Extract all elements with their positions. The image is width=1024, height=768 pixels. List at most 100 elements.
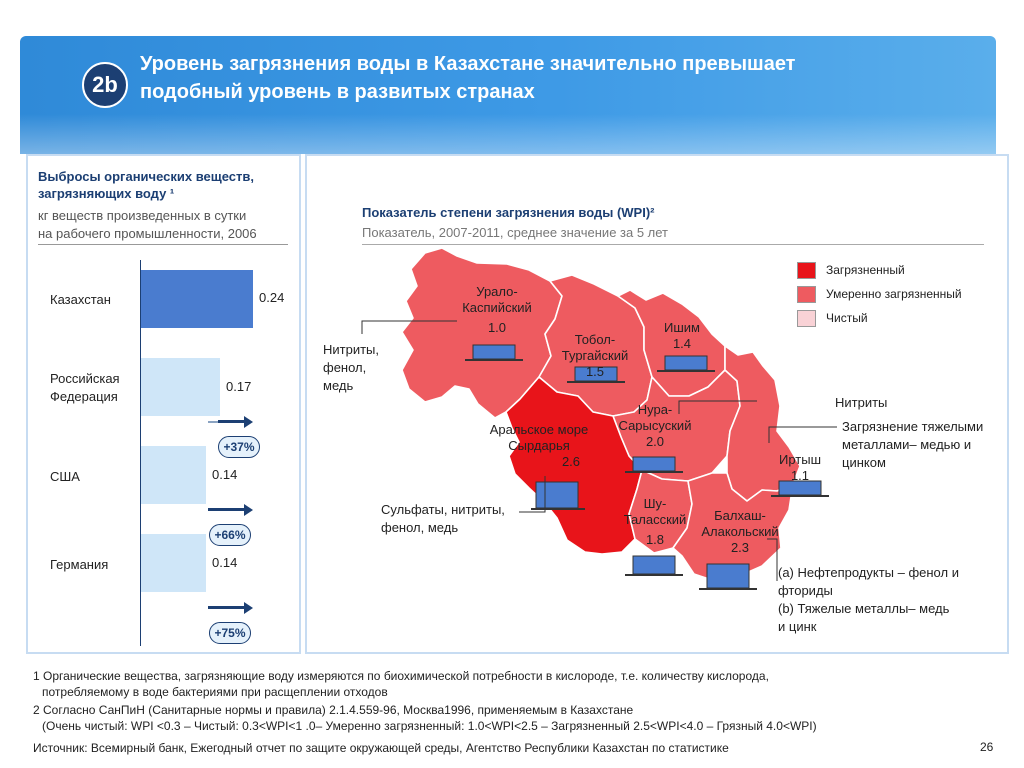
difference-arrow-germany: [208, 602, 253, 614]
note-ural-l2: фенол,: [323, 360, 367, 375]
region-name-ural-l1: Урало-: [476, 284, 518, 299]
note-irtysh-l2: металлами– медью и: [842, 437, 972, 452]
difference-shaft: [208, 508, 244, 511]
value-label-usa: 0.14: [212, 467, 238, 482]
emissions-title-line2: загрязняющих воду ¹: [38, 186, 175, 201]
slide-title: Уровень загрязнения воды в Казахстане зн…: [140, 50, 980, 106]
region-wpi-ural: 1.0: [487, 320, 507, 335]
station-marker-ishim: [664, 355, 708, 371]
note-aral: Сульфаты, нитриты, фенол, медь: [381, 501, 505, 537]
emissions-subtitle-line2: на рабочего промышленности, 2006: [38, 226, 257, 241]
callout-line-irtysh: [768, 426, 837, 443]
note-balkhash-l4: и цинк: [778, 619, 817, 634]
kazakhstan-map: [361, 247, 837, 590]
region-name-aral-l2: Сырдарья: [508, 438, 570, 453]
region-name-ural-l2: Каспийский: [462, 300, 532, 315]
wpi-title: Показатель степени загрязнения воды (WPI…: [362, 205, 655, 220]
bar-axis-line: [140, 260, 141, 646]
region-label-nura-sarysu: Нура- Сарысуский 2.0: [605, 402, 705, 450]
note-ural-l1: Нитриты,: [323, 342, 380, 357]
country-germany-text: Германия: [50, 557, 109, 572]
slide-title-line2: подобный уровень в развитых странах: [140, 81, 535, 103]
note-ural-l3: медь: [323, 378, 354, 393]
bar-usa: [141, 446, 206, 504]
country-kazakhstan-text: Казахстан: [50, 292, 111, 307]
region-name-nura-l1: Нура-: [637, 402, 673, 417]
note-balkhash-l2: фториды: [778, 583, 833, 598]
difference-shaft: [208, 606, 244, 609]
station-marker-shu: [632, 555, 676, 575]
region-label-shu-talas: Шу- Таласский 1.8: [612, 496, 698, 548]
page-number: 26: [980, 740, 994, 754]
region-name-shu-l1: Шу-: [643, 496, 667, 511]
note-ishim-l1: Нитриты: [835, 395, 888, 410]
station-marker-balkhash: [706, 563, 750, 589]
bar-russia: [141, 358, 220, 416]
country-label-usa: США: [50, 468, 80, 486]
legend-label-polluted: Загрязненный: [826, 263, 905, 277]
emissions-subtitle-line1: кг веществ произведенных в сутки: [38, 208, 247, 223]
region-name-tobol-l2: Тургайский: [561, 348, 629, 363]
wpi-subtitle: Показатель, 2007-2011, среднее значение …: [362, 225, 669, 240]
region-name-ishim: Ишим: [664, 320, 700, 335]
country-label-russia: Российская Федерация: [50, 370, 140, 406]
region-name-nura-l2: Сарысуский: [618, 418, 692, 433]
legend-label-moderate: Умеренно загрязненный: [826, 287, 962, 301]
region-label-ural-caspian: Урало- Каспийский 1.0: [447, 284, 547, 336]
legend-swatch-clean: [797, 310, 816, 327]
wpi-map-panel: Показатель степени загрязнения воды (WPI…: [305, 154, 1009, 654]
region-label-aral-syrdarya: Аральское море Сырдарья 2.6: [475, 422, 603, 470]
legend-label-clean: Чистый: [826, 311, 868, 325]
callout-line-ishim: [678, 400, 757, 414]
emissions-panel: Выбросы органических веществ, загрязняющ…: [26, 154, 301, 654]
region-name-balkhash-l1: Балхаш-: [714, 508, 766, 523]
note-balkhash-l1: (a) Нефтепродукты – фенол и: [778, 565, 959, 580]
slide-title-line1: Уровень загрязнения воды в Казахстане зн…: [140, 53, 796, 75]
region-name-irtysh: Иртыш: [778, 452, 821, 467]
station-marker-aral: [535, 481, 579, 509]
region-label-tobol-turgay: Тобол- Тургайский 1.5: [545, 332, 645, 380]
bar-germany: [141, 534, 206, 592]
note-irtysh-l3: цинком: [842, 455, 886, 470]
region-name-balkhash-l2: Алакольский: [701, 524, 779, 539]
note-balkhash-l3: (b) Тяжелые металлы– медь: [778, 601, 950, 616]
arrow-right-icon: [244, 504, 253, 516]
difference-shaft: [218, 420, 244, 423]
region-name-aral-l1: Аральское море: [489, 422, 589, 437]
difference-dash: [208, 421, 218, 423]
region-wpi-balkhash: 2.3: [730, 540, 750, 555]
region-wpi-tobol: 1.5: [585, 364, 605, 379]
callout-line-aral: [519, 476, 546, 513]
station-markers: [465, 344, 829, 590]
country-label-kazakhstan: Казахстан: [50, 291, 111, 309]
value-label-germany: 0.14: [212, 555, 238, 570]
slide-badge: 2b: [82, 62, 128, 108]
difference-arrow-russia: [208, 416, 253, 428]
legend-swatch-moderate: [797, 286, 816, 303]
value-label-kazakhstan: 0.24: [259, 290, 285, 305]
region-label-irtysh: Иртыш 1.1: [770, 452, 830, 484]
source-note: Источник: Всемирный банк, Ежегодный отче…: [33, 741, 729, 755]
region-label-ishim: Ишим 1.4: [652, 320, 712, 352]
region-wpi-aral: 2.6: [561, 454, 581, 469]
bar-kazakhstan: [141, 270, 253, 328]
legend-swatch-polluted: [797, 262, 816, 279]
difference-badge-russia: +37%: [218, 436, 260, 458]
country-usa-text: США: [50, 469, 80, 484]
emissions-title-line1: Выбросы органических веществ,: [38, 169, 254, 184]
region-ural-caspian: [401, 247, 563, 419]
emissions-divider: [38, 244, 288, 245]
region-wpi-shu: 1.8: [645, 532, 665, 547]
country-russia-text: Российская Федерация: [50, 371, 120, 404]
region-balkhash-alakol: [672, 472, 794, 581]
footnote-2-line1: 2 Согласно СанПиН (Санитарные нормы и пр…: [33, 703, 634, 717]
difference-arrow-usa: [208, 504, 253, 516]
note-ishim: Нитриты: [835, 394, 887, 412]
station-marker-nura: [632, 456, 676, 472]
emissions-subtitle: кг веществ произведенных в сутки на рабо…: [38, 207, 296, 243]
note-aral-l2: фенол, медь: [381, 520, 459, 535]
footnote-2-line2: (Очень чистый: WPI <0.3 – Чистый: 0.3<WP…: [42, 719, 817, 733]
slide-header: 2b Уровень загрязнения воды в Казахстане…: [20, 36, 996, 154]
emissions-title: Выбросы органических веществ, загрязняющ…: [38, 168, 296, 202]
callout-lines: [361, 320, 837, 581]
